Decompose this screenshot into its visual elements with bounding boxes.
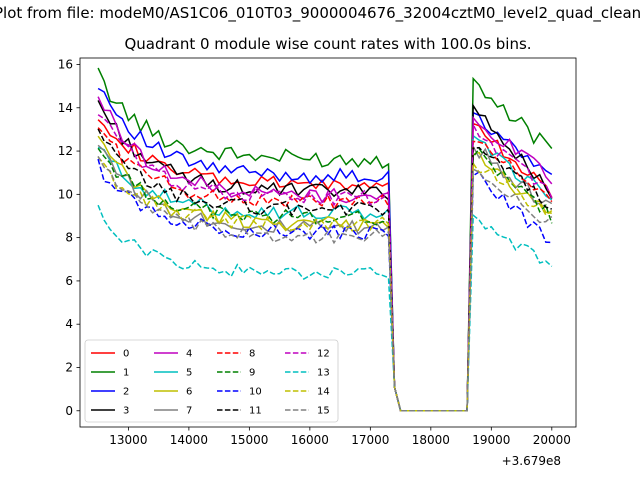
legend-label-3: 3 (123, 406, 129, 417)
series-line-13 (97, 204, 553, 412)
axes-frame (79, 57, 577, 428)
y-tick-label: 14 (58, 101, 73, 115)
x-tick-label: 18000 (412, 433, 450, 447)
x-tick-label: 19000 (472, 433, 510, 447)
legend-label-2: 2 (123, 387, 129, 398)
series-line-3 (97, 100, 553, 412)
legend-label-7: 7 (186, 406, 192, 417)
legend-label-4: 4 (186, 349, 192, 360)
legend-label-5: 5 (186, 368, 192, 379)
series-line-0 (97, 119, 553, 412)
series-line-8 (97, 127, 553, 412)
legend-label-1: 1 (123, 368, 129, 379)
series-line-9 (97, 147, 553, 412)
series-line-10 (97, 158, 552, 412)
legend-label-9: 9 (249, 368, 255, 379)
x-tick-label: 20000 (533, 433, 571, 447)
legend-label-10: 10 (249, 387, 262, 398)
x-tick-label: 14000 (170, 433, 208, 447)
series-line-14 (97, 156, 553, 412)
x-tick-label: 16000 (291, 433, 329, 447)
legend-label-15: 15 (317, 406, 330, 417)
legend-box (84, 339, 339, 423)
series-line-2 (97, 87, 553, 412)
y-tick-label: 2 (65, 360, 73, 374)
chart-title: Quadrant 0 module wise count rates with … (124, 35, 532, 53)
legend-label-13: 13 (317, 368, 330, 379)
y-tick-label: 10 (58, 187, 73, 201)
x-tick-label: 17000 (351, 433, 389, 447)
series-line-1 (97, 67, 553, 412)
x-tick-label: 15000 (230, 433, 268, 447)
x-tick-label: 13000 (109, 433, 147, 447)
series-line-5 (97, 134, 553, 412)
y-tick-label: 12 (58, 144, 73, 158)
y-tick-label: 16 (58, 57, 73, 71)
figure-suptitle: Plot from file: modeM0/AS1C06_010T03_900… (0, 4, 640, 22)
legend-label-11: 11 (249, 406, 262, 417)
x-offset-text: +3.679e8 (502, 454, 561, 468)
y-tick-label: 8 (65, 231, 73, 245)
y-tick-label: 6 (65, 274, 73, 288)
legend-label-14: 14 (317, 387, 330, 398)
legend-label-12: 12 (317, 349, 330, 360)
legend-label-6: 6 (186, 387, 192, 398)
y-tick-label: 0 (65, 404, 73, 418)
series-line-15 (97, 155, 553, 412)
legend-label-8: 8 (249, 349, 255, 360)
legend-label-0: 0 (123, 349, 129, 360)
y-tick-label: 4 (65, 317, 73, 331)
series-line-11 (97, 128, 553, 412)
series-line-12 (97, 114, 553, 412)
